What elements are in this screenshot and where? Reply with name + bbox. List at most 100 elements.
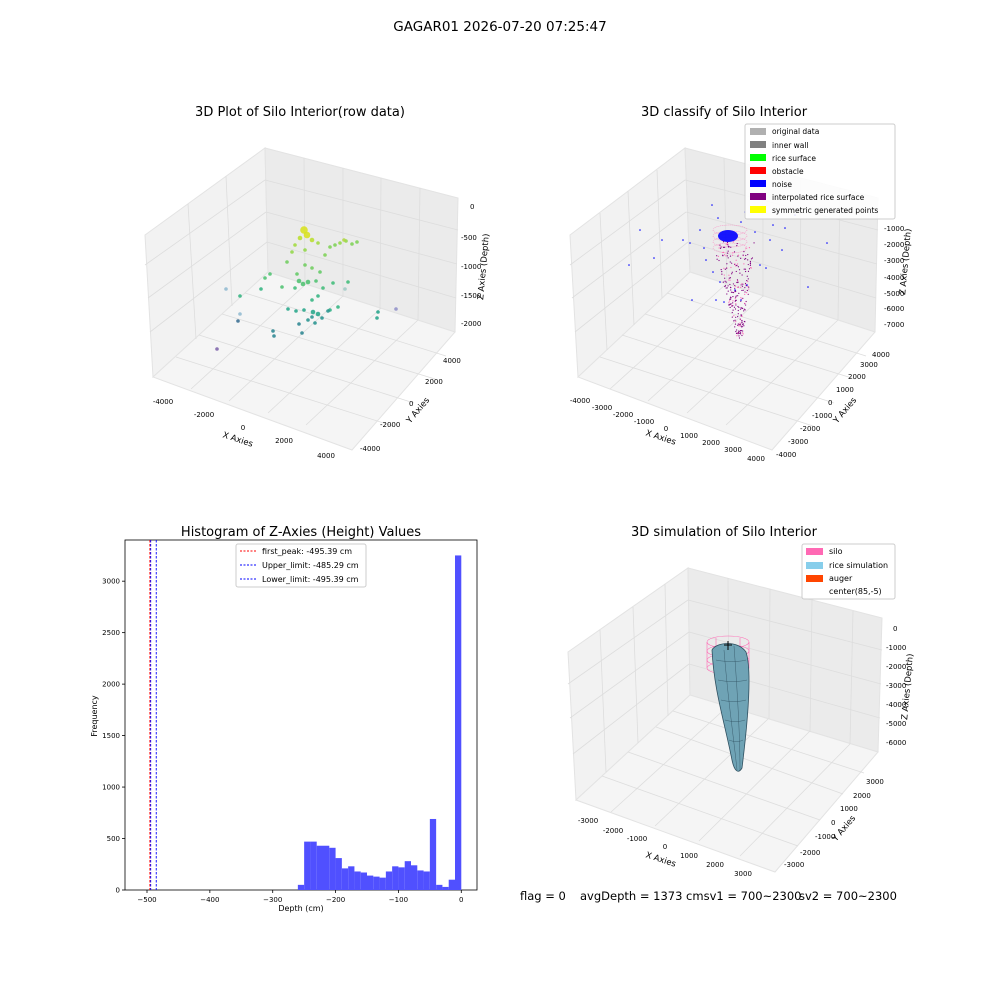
interpolated-point bbox=[740, 333, 742, 335]
x-tick-label: -1000 bbox=[634, 418, 654, 426]
scatter-point bbox=[394, 307, 398, 311]
interpolated-point bbox=[729, 306, 731, 309]
interpolated-point bbox=[739, 323, 741, 325]
interpolated-point bbox=[745, 300, 747, 303]
panel-simulation-3d: 3D simulation of Silo Interior -3000 bbox=[567, 525, 916, 878]
noise-point bbox=[705, 259, 707, 261]
interpolated-point bbox=[719, 244, 721, 246]
legend-swatch-rice-simulation bbox=[806, 562, 823, 569]
noise-point bbox=[769, 239, 771, 241]
interpolated-point bbox=[742, 283, 744, 285]
y-tick-label: -2000 bbox=[800, 849, 820, 857]
interpolated-point bbox=[725, 281, 727, 283]
interpolated-point bbox=[722, 251, 724, 254]
interpolated-point bbox=[729, 255, 732, 257]
y-tick-label: 3000 bbox=[102, 578, 120, 586]
scatter-point bbox=[259, 287, 263, 291]
interpolated-point bbox=[745, 257, 747, 260]
interpolated-point bbox=[731, 262, 733, 264]
interpolated-point bbox=[737, 313, 739, 315]
flag-text: flag = 0 bbox=[520, 889, 566, 903]
z-tick-label: -1000 bbox=[461, 263, 481, 271]
x-tick-label: 0 bbox=[663, 843, 667, 851]
x-tick-label: 2000 bbox=[275, 437, 293, 445]
interpolated-point bbox=[743, 325, 745, 327]
scatter-point bbox=[263, 276, 267, 280]
interpolated-point bbox=[748, 247, 751, 249]
x-tick-label: −200 bbox=[326, 896, 345, 904]
y-tick-label: 2000 bbox=[425, 378, 443, 386]
interpolated-point bbox=[738, 330, 740, 332]
x-tick-label: −300 bbox=[263, 896, 282, 904]
histogram-bar bbox=[341, 868, 349, 890]
interpolated-point bbox=[734, 326, 736, 328]
scatter-point bbox=[321, 286, 325, 290]
z-tick-label: -6000 bbox=[886, 739, 906, 747]
noise-point bbox=[689, 242, 691, 244]
interpolated-point bbox=[739, 308, 742, 310]
classify-legend: original data inner wall rice surface ob… bbox=[744, 123, 896, 220]
interpolated-point bbox=[744, 291, 746, 293]
histogram-bar bbox=[310, 841, 317, 890]
noise-point bbox=[772, 224, 774, 226]
interpolated-point bbox=[738, 292, 740, 294]
interpolated-point bbox=[740, 300, 742, 302]
interpolated-point bbox=[738, 269, 741, 271]
histogram-bar bbox=[335, 858, 342, 890]
legend-swatch-symmetric bbox=[750, 206, 766, 213]
legend-label: Upper_limit: -485.29 cm bbox=[262, 561, 359, 570]
interpolated-point bbox=[743, 268, 745, 270]
interpolated-point bbox=[725, 267, 728, 269]
interpolated-point bbox=[716, 258, 718, 260]
y-tick-label: -2000 bbox=[800, 425, 820, 433]
legend-swatch-silo bbox=[806, 548, 823, 555]
histogram-bar bbox=[392, 866, 399, 890]
interpolated-point bbox=[741, 289, 743, 292]
interpolated-point bbox=[748, 288, 750, 290]
x-tick-label: -3000 bbox=[592, 404, 612, 412]
interpolated-point bbox=[741, 315, 743, 317]
z-tick-label: -4000 bbox=[886, 701, 906, 709]
interpolated-point bbox=[741, 298, 743, 300]
z-tick-label: 0 bbox=[893, 625, 897, 633]
y-tick-label: 2000 bbox=[102, 681, 120, 689]
interpolated-point bbox=[748, 268, 751, 270]
interpolated-point bbox=[731, 311, 733, 314]
interpolated-point bbox=[726, 241, 729, 244]
x-tick-label: 1000 bbox=[680, 852, 698, 860]
histogram-bar bbox=[385, 871, 393, 890]
legend-swatch-noise bbox=[750, 180, 766, 187]
interpolated-point bbox=[739, 318, 741, 320]
interpolated-point bbox=[747, 270, 750, 273]
interpolated-point bbox=[729, 279, 731, 281]
interpolated-point bbox=[743, 320, 745, 323]
noise-point bbox=[703, 247, 705, 249]
interpolated-point bbox=[730, 297, 732, 299]
interpolated-point bbox=[732, 291, 735, 294]
interpolated-point bbox=[744, 268, 747, 270]
interpolated-point bbox=[741, 330, 743, 332]
legend-label: center(85,-5) bbox=[829, 587, 882, 596]
scatter-point bbox=[303, 263, 307, 267]
x-tick-label: −400 bbox=[200, 896, 219, 904]
interpolated-point bbox=[737, 332, 739, 334]
scatter-point bbox=[310, 309, 316, 315]
scatter-point bbox=[333, 243, 337, 247]
noise-point bbox=[712, 271, 714, 273]
interpolated-point bbox=[745, 304, 747, 306]
y-tick-label: -1000 bbox=[812, 412, 832, 420]
histogram-bar bbox=[373, 876, 380, 890]
interpolated-point bbox=[722, 281, 724, 283]
interpolated-point bbox=[735, 296, 737, 298]
histogram-bar bbox=[329, 847, 336, 890]
scatter-point bbox=[315, 311, 321, 317]
y-ticks: 0 500 1000 1500 2000 2500 3000 bbox=[102, 578, 125, 895]
x-tick-label: 4000 bbox=[747, 455, 765, 463]
legend-label: original data bbox=[772, 127, 819, 136]
z-tick-label: -500 bbox=[461, 234, 477, 242]
panel-classify-3d: 3D classify of Silo Interior -4000 bbox=[569, 105, 914, 463]
legend-swatch-rice-surface bbox=[750, 154, 766, 161]
scatter-point bbox=[303, 248, 307, 252]
interpolated-point bbox=[727, 250, 729, 252]
interpolated-point bbox=[745, 254, 747, 257]
